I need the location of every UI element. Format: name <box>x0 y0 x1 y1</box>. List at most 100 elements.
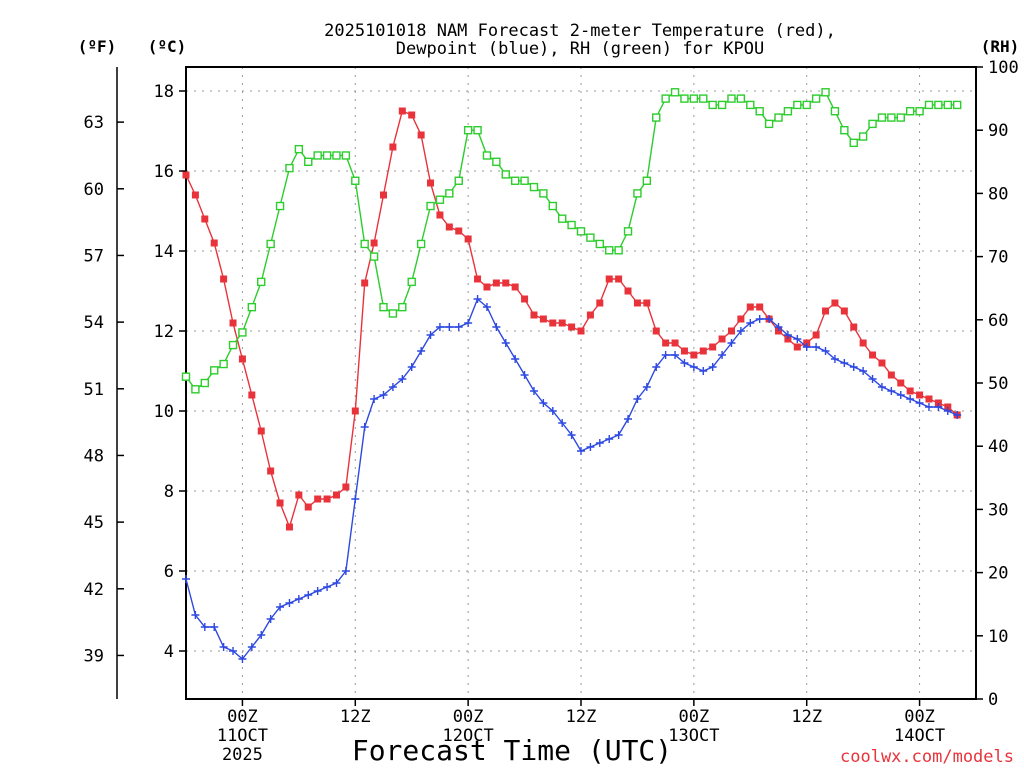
dewpoint-point <box>755 315 764 323</box>
rh-point <box>614 246 623 255</box>
rh-point <box>699 94 708 103</box>
rh-point <box>905 107 915 116</box>
temperature-point <box>314 495 322 503</box>
time-tick-label: 12Z <box>791 707 822 727</box>
rh-point <box>793 100 802 110</box>
temperature-point <box>210 239 218 247</box>
temperature-point <box>887 371 895 379</box>
temperature-point <box>822 307 830 315</box>
temperature-point <box>671 339 679 347</box>
rh-point <box>360 239 369 249</box>
dewpoint-point <box>370 395 379 403</box>
x-axis-title: Forecast Time (UTC) <box>352 734 672 767</box>
temperature-point <box>492 279 500 287</box>
temperature-point <box>633 299 641 307</box>
dewpoint-point <box>511 355 520 363</box>
dewpoint-point <box>793 335 802 343</box>
dewpoint-point <box>360 423 369 431</box>
temperature-point <box>756 303 764 311</box>
rh-point <box>717 100 727 110</box>
temperature-point <box>201 215 209 223</box>
rh-point <box>426 201 435 211</box>
temperature-point <box>680 347 688 355</box>
dewpoint-point <box>812 343 821 351</box>
dewpoint-point <box>746 319 755 327</box>
dewpoint-point <box>699 367 708 375</box>
rh-point <box>755 107 764 116</box>
celsius-tick-label: 10 <box>154 402 174 422</box>
dewpoint-line <box>185 297 958 661</box>
dewpoint-point <box>219 643 228 651</box>
fahrenheit-axis: 39 42 45 48 51 54 57 60 63 <box>84 113 124 666</box>
fahrenheit-units-label: (ºF) <box>78 37 117 56</box>
rh-point <box>652 113 661 122</box>
dewpoint-point <box>943 407 952 415</box>
dewpoint-point <box>877 383 886 391</box>
rh-axis: 0 10 20 30 40 50 60 70 80 90 100 <box>976 58 1019 710</box>
rh-point <box>764 119 774 129</box>
dewpoint-point <box>830 355 839 363</box>
temperature-line <box>185 110 958 530</box>
temperature-point <box>257 427 265 435</box>
temperature-point <box>191 191 199 199</box>
rh-point <box>548 201 557 211</box>
temperature-point <box>549 319 557 327</box>
dewpoint-point <box>859 367 868 375</box>
series-dewpoint <box>182 295 962 663</box>
temperature-point <box>568 323 576 331</box>
time-date-label: 11OCT <box>217 726 268 746</box>
rh-point <box>482 151 492 160</box>
rh-point <box>595 239 605 249</box>
dewpoint-point <box>718 351 727 359</box>
rh-tick-label: 80 <box>988 184 1008 204</box>
rh-point <box>670 88 680 97</box>
temperature-point <box>596 299 604 307</box>
dewpoint-point <box>426 331 435 339</box>
temperature-point <box>840 307 848 315</box>
rh-point <box>351 176 360 185</box>
celsius-tick-label: 18 <box>154 82 174 102</box>
dewpoint-point <box>417 347 426 355</box>
rh-point <box>322 151 332 160</box>
time-date-label: 13OCT <box>668 726 719 746</box>
fahrenheit-tick-label: 57 <box>84 246 104 266</box>
rh-point <box>934 100 943 110</box>
dewpoint-point <box>501 339 510 347</box>
rh-point <box>821 88 830 97</box>
temperature-point <box>332 491 340 499</box>
dewpoint-point <box>802 343 811 351</box>
dewpoint-point <box>294 595 303 603</box>
temperature-point <box>699 347 707 355</box>
dewpoint-point <box>341 567 350 575</box>
temperature-point <box>643 299 651 307</box>
dewpoint-point <box>379 391 388 399</box>
dewpoint-point <box>614 431 623 439</box>
temperature-point <box>408 111 416 119</box>
time-tick-label: 00Z <box>227 707 258 727</box>
dewpoint-point <box>492 323 501 331</box>
rh-point <box>567 220 576 230</box>
rh-point <box>623 227 633 236</box>
rh-line <box>185 91 958 391</box>
dewpoint-point <box>633 395 642 403</box>
rh-point <box>727 94 736 103</box>
dewpoint-point <box>689 363 698 371</box>
dewpoint-point <box>868 375 877 383</box>
temperature-point <box>709 343 717 351</box>
rh-point <box>840 125 849 135</box>
temperature-point <box>342 483 350 491</box>
rh-point <box>238 328 247 337</box>
temperature-point <box>746 303 754 311</box>
temperature-point <box>850 323 858 331</box>
rh-point <box>501 170 510 179</box>
temperature-point <box>389 143 397 151</box>
temperature-point <box>398 107 406 115</box>
dewpoint-point <box>473 295 482 303</box>
temperature-point <box>323 495 331 503</box>
temperature-point <box>436 211 444 219</box>
dewpoint-point <box>624 415 633 423</box>
rh-point <box>285 163 294 173</box>
temperature-point <box>351 407 359 415</box>
dewpoint-point <box>849 363 858 371</box>
celsius-tick-label: 8 <box>164 482 174 502</box>
